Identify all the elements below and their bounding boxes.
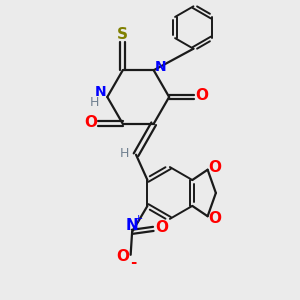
Text: O: O (208, 211, 221, 226)
Text: O: O (195, 88, 208, 103)
Text: H: H (120, 147, 130, 160)
Text: -: - (130, 255, 137, 270)
Text: N: N (126, 218, 139, 233)
Text: H: H (89, 96, 99, 109)
Text: +: + (133, 214, 143, 224)
Text: N: N (154, 60, 166, 74)
Text: O: O (208, 160, 221, 175)
Text: N: N (95, 85, 106, 99)
Text: O: O (84, 115, 97, 130)
Text: S: S (117, 27, 128, 42)
Text: O: O (116, 249, 129, 264)
Text: O: O (155, 220, 168, 235)
